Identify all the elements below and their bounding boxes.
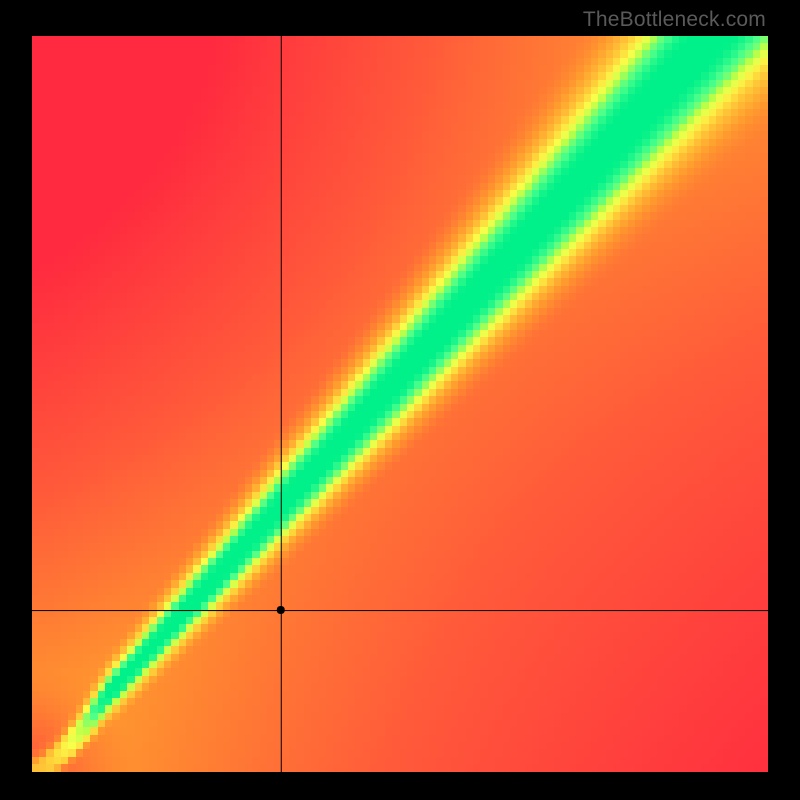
watermark-text: TheBottleneck.com: [583, 8, 766, 32]
heatmap-canvas: [32, 36, 768, 772]
plot-area: [32, 36, 768, 772]
root: TheBottleneck.com: [0, 0, 800, 800]
